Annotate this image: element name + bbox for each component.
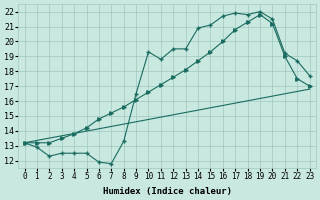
X-axis label: Humidex (Indice chaleur): Humidex (Indice chaleur)	[103, 187, 232, 196]
